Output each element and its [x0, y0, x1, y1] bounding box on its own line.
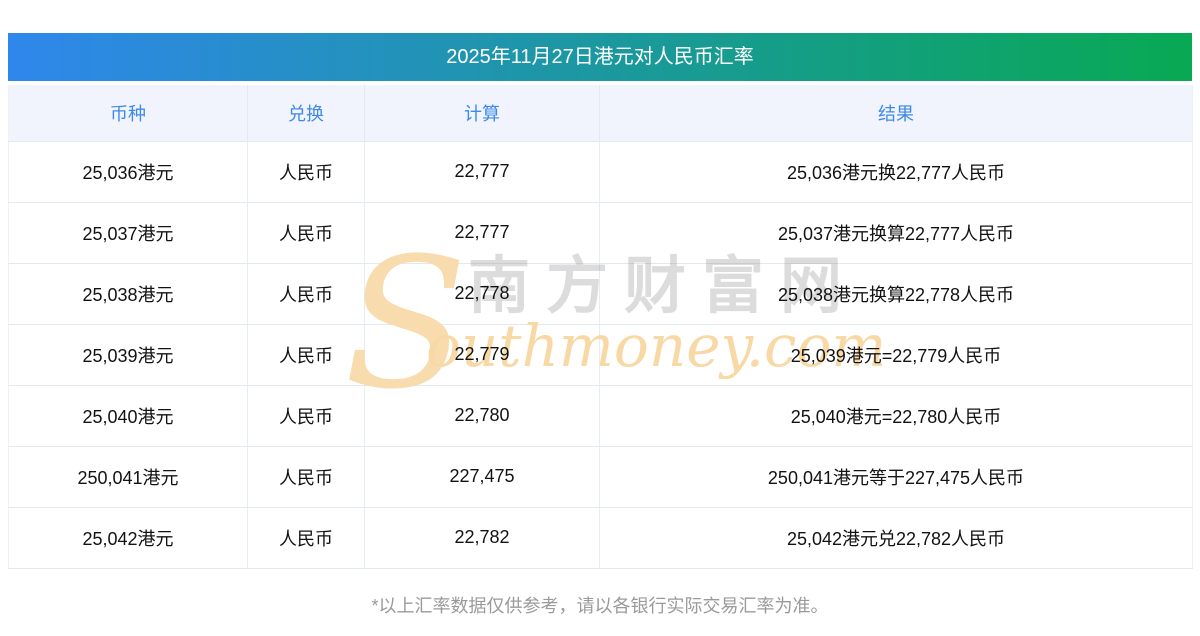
cell-currency: 250,041港元 [8, 446, 248, 508]
cell-exchange: 人民币 [247, 385, 365, 447]
page-title: 2025年11月27日港元对人民币汇率 [446, 46, 754, 68]
cell-result: 25,038港元换算22,778人民币 [599, 263, 1193, 325]
table-row: 25,038港元 人民币 22,778 25,038港元换算22,778人民币 [8, 263, 1193, 325]
table-row: 250,041港元 人民币 227,475 250,041港元等于227,475… [8, 446, 1193, 508]
cell-exchange: 人民币 [247, 263, 365, 325]
column-header-result: 结果 [599, 85, 1193, 142]
cell-calculation: 22,782 [364, 507, 600, 569]
cell-currency: 25,036港元 [8, 141, 248, 203]
cell-calculation: 22,779 [364, 324, 600, 386]
cell-result: 25,036港元换22,777人民币 [599, 141, 1193, 203]
column-header-currency: 币种 [8, 85, 248, 142]
cell-exchange: 人民币 [247, 507, 365, 569]
table-row: 25,042港元 人民币 22,782 25,042港元兑22,782人民币 [8, 507, 1193, 569]
page: 2025年11月27日港元对人民币汇率 S 南方财富网 outhmoney.co… [8, 33, 1193, 616]
cell-calculation: 227,475 [364, 446, 600, 508]
disclaimer-footnote: *以上汇率数据仅供参考，请以各银行实际交易汇率为准。 [371, 595, 829, 616]
column-header-calculation: 计算 [364, 85, 600, 142]
table-row: 25,037港元 人民币 22,777 25,037港元换算22,777人民币 [8, 202, 1193, 264]
cell-result: 25,042港元兑22,782人民币 [599, 507, 1193, 569]
cell-calculation: 22,780 [364, 385, 600, 447]
cell-result: 25,037港元换算22,777人民币 [599, 202, 1193, 264]
cell-currency: 25,042港元 [8, 507, 248, 569]
cell-calculation: 22,777 [364, 202, 600, 264]
cell-calculation: 22,777 [364, 141, 600, 203]
cell-currency: 25,040港元 [8, 385, 248, 447]
cell-exchange: 人民币 [247, 446, 365, 508]
cell-result: 250,041港元等于227,475人民币 [599, 446, 1193, 508]
table-header-row: 币种 兑换 计算 结果 [8, 85, 1193, 142]
exchange-rate-table: 币种 兑换 计算 结果 25,036港元 人民币 22,777 25,036港元… [8, 85, 1193, 569]
cell-currency: 25,038港元 [8, 263, 248, 325]
table-body: 25,036港元 人民币 22,777 25,036港元换22,777人民币 2… [8, 141, 1193, 569]
table-row: 25,036港元 人民币 22,777 25,036港元换22,777人民币 [8, 141, 1193, 203]
cell-exchange: 人民币 [247, 141, 365, 203]
cell-result: 25,039港元=22,779人民币 [599, 324, 1193, 386]
cell-exchange: 人民币 [247, 202, 365, 264]
table-row: 25,040港元 人民币 22,780 25,040港元=22,780人民币 [8, 385, 1193, 447]
cell-currency: 25,039港元 [8, 324, 248, 386]
table-title-banner: 2025年11月27日港元对人民币汇率 [8, 33, 1192, 81]
cell-result: 25,040港元=22,780人民币 [599, 385, 1193, 447]
table-row: 25,039港元 人民币 22,779 25,039港元=22,779人民币 [8, 324, 1193, 386]
cell-calculation: 22,778 [364, 263, 600, 325]
table-header: 币种 兑换 计算 结果 [8, 85, 1193, 142]
exchange-rate-table-wrap: S 南方财富网 outhmoney.com 币种 兑换 计算 结果 25,036… [8, 85, 1193, 569]
cell-currency: 25,037港元 [8, 202, 248, 264]
cell-exchange: 人民币 [247, 324, 365, 386]
column-header-exchange: 兑换 [247, 85, 365, 142]
